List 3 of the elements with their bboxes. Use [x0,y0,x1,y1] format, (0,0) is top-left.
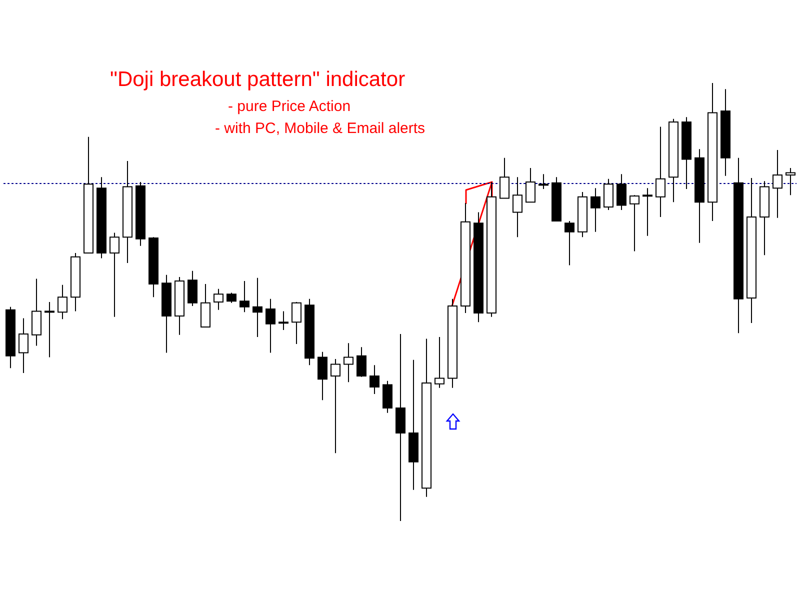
chart-title: "Doji breakout pattern" indicator [110,68,406,92]
annotation: - with PC, Mobile & Email alerts [215,120,426,137]
annotation: - pure Price Action [228,98,351,115]
